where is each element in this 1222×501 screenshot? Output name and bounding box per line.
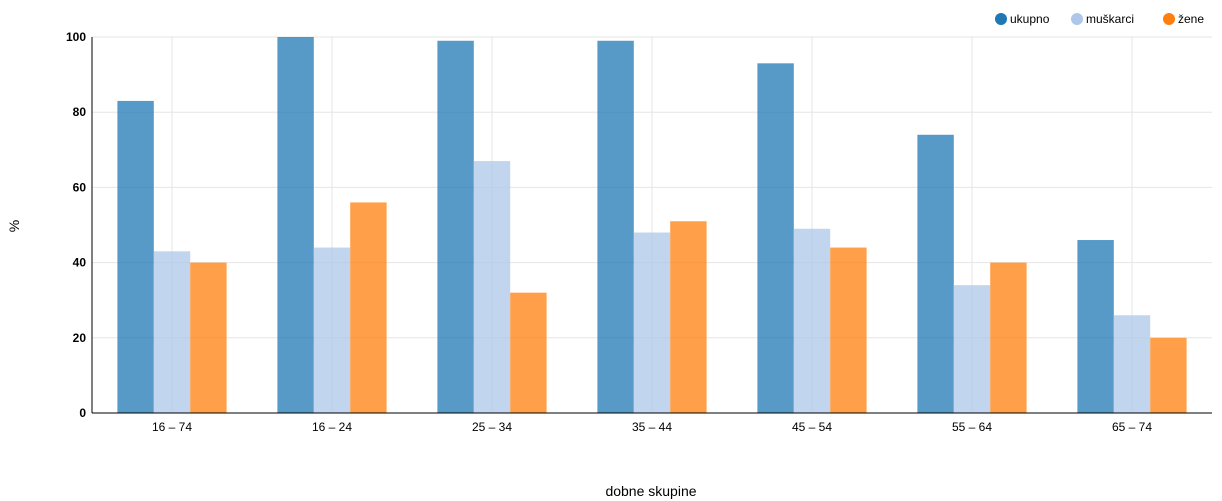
y-tick-label: 60 <box>73 180 87 194</box>
bar-muškarci-0[interactable] <box>153 251 191 413</box>
bar-muškarci-4[interactable] <box>793 228 831 413</box>
bar-žene-1[interactable] <box>350 202 387 413</box>
bar-muškarci-1[interactable] <box>313 247 351 413</box>
bar-ukupno-5[interactable] <box>917 134 954 413</box>
legend-label: žene <box>1178 12 1204 26</box>
bar-muškarci-3[interactable] <box>633 232 671 413</box>
legend-swatch <box>1071 13 1083 25</box>
x-tick-label: 25 – 34 <box>472 420 512 434</box>
y-tick-label: 40 <box>73 256 87 270</box>
bar-muškarci-5[interactable] <box>953 285 991 413</box>
bar-muškarci-2[interactable] <box>473 161 511 413</box>
bar-žene-6[interactable] <box>1150 337 1187 413</box>
x-tick-label: 16 – 24 <box>312 420 352 434</box>
x-axis-title: dobne skupine <box>605 483 696 499</box>
x-tick-label: 65 – 74 <box>1112 420 1152 434</box>
x-tick-label: 16 – 74 <box>152 420 192 434</box>
bar-žene-5[interactable] <box>990 262 1027 413</box>
legend-item-ukupno[interactable]: ukupno <box>995 12 1050 26</box>
bar-ukupno-0[interactable] <box>117 100 154 414</box>
bars <box>117 37 1187 414</box>
y-tick-label: 100 <box>66 30 86 44</box>
legend-item-muškarci[interactable]: muškarci <box>1071 12 1134 26</box>
bar-žene-0[interactable] <box>190 262 227 413</box>
y-tick-label: 20 <box>73 331 87 345</box>
y-axis-title: % <box>6 220 22 232</box>
legend-item-žene[interactable]: žene <box>1163 12 1204 26</box>
legend[interactable]: ukupno muškarci žene <box>995 12 1204 26</box>
legend-label: ukupno <box>1010 12 1050 26</box>
bar-muškarci-6[interactable] <box>1113 315 1151 413</box>
legend-swatch <box>1163 13 1175 25</box>
bar-ukupno-1[interactable] <box>277 37 314 413</box>
legend-label: muškarci <box>1086 12 1134 26</box>
x-tick-label: 55 – 64 <box>952 420 992 434</box>
x-tick-label: 35 – 44 <box>632 420 672 434</box>
axes: 0 20 40 60 80 100 16 – 74 16 – 24 25 – 34 35 – 44… <box>66 30 1212 434</box>
bar-ukupno-3[interactable] <box>597 40 634 413</box>
bar-žene-2[interactable] <box>510 292 547 413</box>
y-tick-label: 80 <box>73 105 87 119</box>
y-tick-label: 0 <box>79 406 86 420</box>
bar-ukupno-6[interactable] <box>1077 240 1114 413</box>
bar-žene-4[interactable] <box>830 247 867 413</box>
legend-swatch <box>995 13 1007 25</box>
bar-žene-3[interactable] <box>670 221 707 413</box>
x-tick-label: 45 – 54 <box>792 420 832 434</box>
bar-ukupno-4[interactable] <box>757 63 794 413</box>
bar-ukupno-2[interactable] <box>437 40 474 413</box>
